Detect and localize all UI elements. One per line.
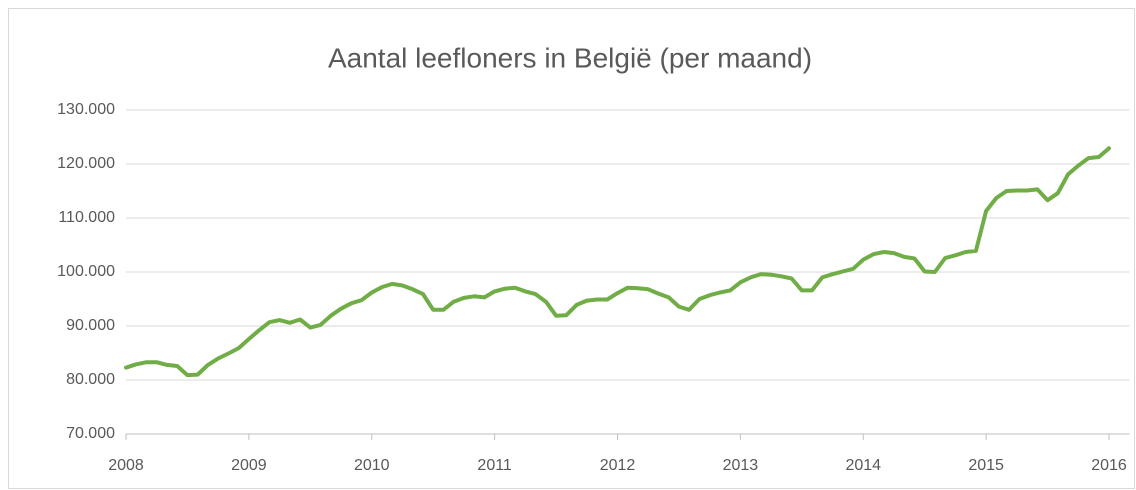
y-tick-label: 70.000 xyxy=(66,425,115,442)
x-tick-label: 2014 xyxy=(845,457,881,474)
chart-title: Aantal leefloners in België (per maand) xyxy=(328,42,812,73)
y-tick-label: 90.000 xyxy=(66,317,115,334)
y-tick-label: 130.000 xyxy=(57,101,115,118)
x-tick-label: 2012 xyxy=(600,457,636,474)
x-tick-label: 2015 xyxy=(968,457,1004,474)
y-tick-label: 100.000 xyxy=(57,263,115,280)
y-tick-label: 80.000 xyxy=(66,371,115,388)
chart-frame xyxy=(8,8,1135,489)
y-tick-label: 110.000 xyxy=(58,209,115,226)
y-tick-label: 120.000 xyxy=(57,155,115,172)
data-line xyxy=(124,146,1111,378)
x-tick-label: 2011 xyxy=(477,457,512,474)
x-tick-label: 2009 xyxy=(231,457,267,474)
x-tick-label: 2010 xyxy=(354,457,390,474)
x-tick-label: 2008 xyxy=(108,457,144,474)
x-tick-label: 2013 xyxy=(723,457,759,474)
x-tick-label: 2016 xyxy=(1091,457,1127,474)
